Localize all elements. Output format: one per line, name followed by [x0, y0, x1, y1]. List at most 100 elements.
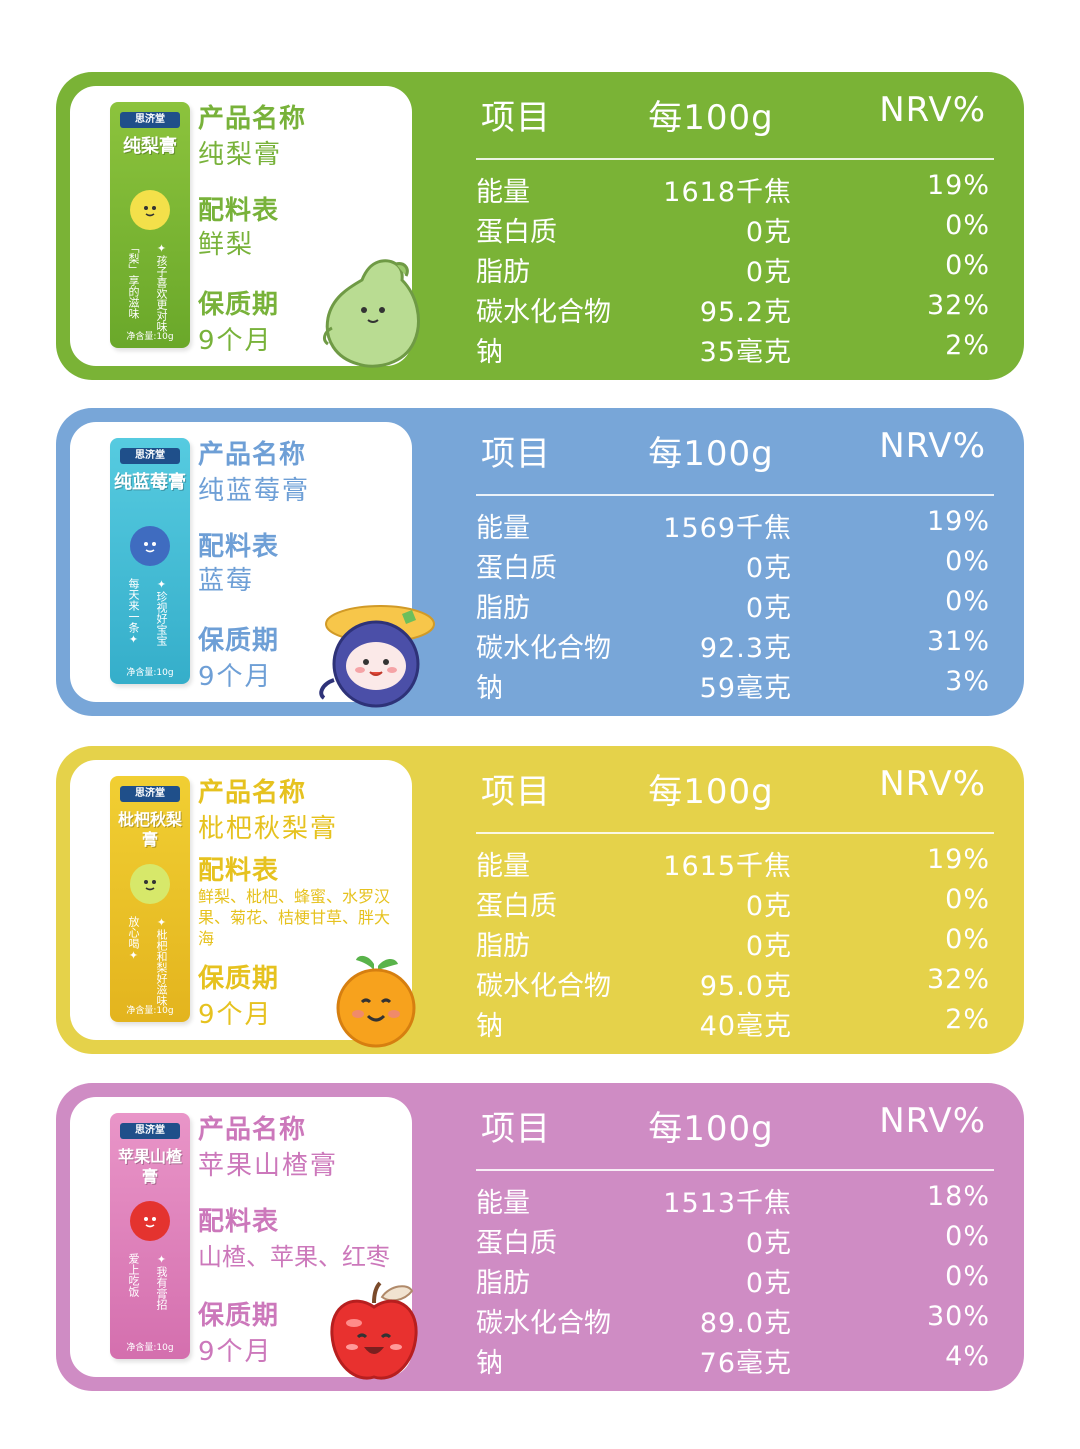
nutrient-value: 0克: [745, 891, 792, 922]
shelf-life-label: 保质期: [198, 290, 280, 320]
product-name-label: 产品名称: [198, 778, 307, 808]
product-name-value: 苹果山楂膏: [198, 1151, 339, 1181]
sachet-brand: 思济堂: [120, 1123, 180, 1139]
product-info-panel: 思济堂 枇杷秋梨膏 放心喝✦ ✦枇杷和梨好滋味 净含量:10g 产品名称 枇杷秋…: [70, 760, 412, 1040]
nutrient-nrv: 0%: [945, 210, 990, 241]
table-divider: [476, 494, 994, 496]
nutrition-row-protein: 蛋白质 0克 0%: [476, 210, 994, 250]
sachet-slogan: 「梨」享的滋味: [127, 242, 140, 319]
nutrient-value: 0克: [745, 931, 792, 962]
nutrient-nrv: 32%: [926, 964, 990, 995]
nutrition-row-energy: 能量 1569千焦 19%: [476, 506, 994, 546]
table-header-item: 项目: [481, 1109, 551, 1149]
nutrient-nrv: 0%: [945, 1221, 990, 1252]
product-sachet-image: 思济堂 纯蓝莓膏 每天来一条✦ ✦珍视好宝宝 净含量:10g: [110, 438, 190, 684]
ingredients-value: 鲜梨: [198, 230, 255, 260]
nutrition-row-energy: 能量 1618千焦 19%: [476, 170, 994, 210]
nutrient-nrv: 19%: [926, 844, 990, 875]
sachet-net-weight: 净含量:10g: [126, 332, 174, 342]
nutrient-value: 0克: [745, 1268, 792, 1299]
table-header-item: 项目: [481, 98, 551, 138]
nutrient-value: 0克: [745, 257, 792, 288]
nutrient-nrv: 0%: [945, 884, 990, 915]
table-header-nrv: NRV%: [879, 90, 986, 130]
nutrient-name: 碳水化合物: [476, 1308, 611, 1339]
nutrient-value: 1618千焦: [663, 177, 792, 208]
product-name-label: 产品名称: [198, 104, 307, 134]
sachet-slogan: ✦我有膏招: [155, 1253, 168, 1310]
pear-icon: [130, 190, 170, 230]
ingredients-value: 山楂、苹果、红枣: [198, 1243, 390, 1271]
table-header-nrv: NRV%: [879, 426, 986, 466]
shelf-life-label: 保质期: [198, 964, 280, 994]
sachet-brand: 思济堂: [120, 448, 180, 464]
blueberry-mascot-icon: [319, 605, 435, 708]
nutrient-value: 1615千焦: [663, 851, 792, 882]
nutrient-nrv: 0%: [945, 546, 990, 577]
sachet-net-weight: 净含量:10g: [126, 668, 174, 678]
sachet-net-weight: 净含量:10g: [126, 1343, 174, 1353]
table-header-nrv: NRV%: [879, 764, 986, 804]
table-header-per100g: 每100g: [648, 772, 774, 812]
table-header-item: 项目: [481, 772, 551, 812]
nutrient-nrv: 0%: [945, 250, 990, 281]
nutrient-name: 碳水化合物: [476, 971, 611, 1002]
nutrient-name: 脂肪: [476, 593, 530, 624]
nutrition-row-protein: 蛋白质 0克 0%: [476, 546, 994, 586]
nutrition-row-fat: 脂肪 0克 0%: [476, 1261, 994, 1301]
nutrient-nrv: 19%: [926, 506, 990, 537]
nutrition-row-fat: 脂肪 0克 0%: [476, 586, 994, 626]
product-card-apple-hawthorn: 思济堂 苹果山楂膏 爱上吃饭 ✦我有膏招 净含量:10g 产品名称 苹果山楂膏 …: [56, 1083, 1024, 1391]
nutrient-nrv: 4%: [945, 1341, 990, 1372]
nutrient-value: 92.3克: [699, 633, 792, 664]
sachet-slogan: 每天来一条✦: [127, 578, 140, 646]
nutrient-name: 碳水化合物: [476, 297, 611, 328]
nutrition-row-fat: 脂肪 0克 0%: [476, 924, 994, 964]
product-info-panel: 思济堂 纯梨膏 「梨」享的滋味 ✦孩子喜欢更对味 净含量:10g 产品名称 纯梨…: [70, 86, 412, 366]
nutrition-row-protein: 蛋白质 0克 0%: [476, 884, 994, 924]
nutrient-value: 40毫克: [699, 1011, 792, 1042]
nutrient-name: 蛋白质: [476, 553, 557, 584]
nutrient-name: 脂肪: [476, 931, 530, 962]
nutrition-row-sodium: 钠 59毫克 3%: [476, 666, 994, 706]
nutrient-name: 碳水化合物: [476, 633, 611, 664]
table-divider: [476, 158, 994, 160]
apple-mascot-icon: [330, 1281, 418, 1380]
nutrient-name: 能量: [476, 851, 530, 882]
nutrient-value: 0克: [745, 1228, 792, 1259]
product-name-value: 纯蓝莓膏: [198, 476, 311, 506]
hawthorn-icon: [130, 1201, 170, 1241]
ingredients-value: 鲜梨、枇杷、蜂蜜、水罗汉果、菊花、桔梗甘草、胖大海: [198, 887, 391, 948]
product-card-loquat-pear: 思济堂 枇杷秋梨膏 放心喝✦ ✦枇杷和梨好滋味 净含量:10g 产品名称 枇杷秋…: [56, 746, 1024, 1054]
nutrient-value: 1569千焦: [663, 513, 792, 544]
nutrient-name: 蛋白质: [476, 891, 557, 922]
sachet-slogan: 放心喝✦: [127, 916, 140, 962]
ingredients-label: 配料表: [198, 1207, 280, 1237]
nutrient-value: 59毫克: [699, 673, 792, 704]
shelf-life-value: 9个月: [198, 1337, 273, 1367]
nutrient-nrv: 3%: [945, 666, 990, 697]
nutrition-row-sodium: 钠 35毫克 2%: [476, 330, 994, 370]
product-name-value: 枇杷秋梨膏: [198, 814, 339, 844]
shelf-life-label: 保质期: [198, 626, 280, 656]
sachet-title: 苹果山楂膏: [117, 1147, 182, 1186]
product-card-pear: 思济堂 纯梨膏 「梨」享的滋味 ✦孩子喜欢更对味 净含量:10g 产品名称 纯梨…: [56, 72, 1024, 380]
sachet-slogan: ✦枇杷和梨好滋味: [155, 916, 168, 1006]
shelf-life-value: 9个月: [198, 326, 273, 356]
sachet-slogan: 爱上吃饭: [127, 1253, 140, 1297]
nutrition-row-energy: 能量 1615千焦 19%: [476, 844, 994, 884]
nutrient-name: 钠: [476, 337, 503, 368]
sachet-net-weight: 净含量:10g: [126, 1006, 174, 1016]
nutrition-row-carbohydrate: 碳水化合物 89.0克 30%: [476, 1301, 994, 1341]
orange-mascot-icon: [336, 955, 416, 1048]
sachet-title: 纯蓝莓膏: [114, 472, 186, 493]
nutrient-name: 钠: [476, 673, 503, 704]
nutrient-value: 95.2克: [699, 297, 792, 328]
nutrient-value: 0克: [745, 217, 792, 248]
nutrition-row-protein: 蛋白质 0克 0%: [476, 1221, 994, 1261]
nutrient-name: 钠: [476, 1011, 503, 1042]
nutrition-row-carbohydrate: 碳水化合物 95.0克 32%: [476, 964, 994, 1004]
nutrient-value: 1513千焦: [663, 1188, 792, 1219]
product-name-label: 产品名称: [198, 440, 307, 470]
nutrient-value: 89.0克: [699, 1308, 792, 1339]
